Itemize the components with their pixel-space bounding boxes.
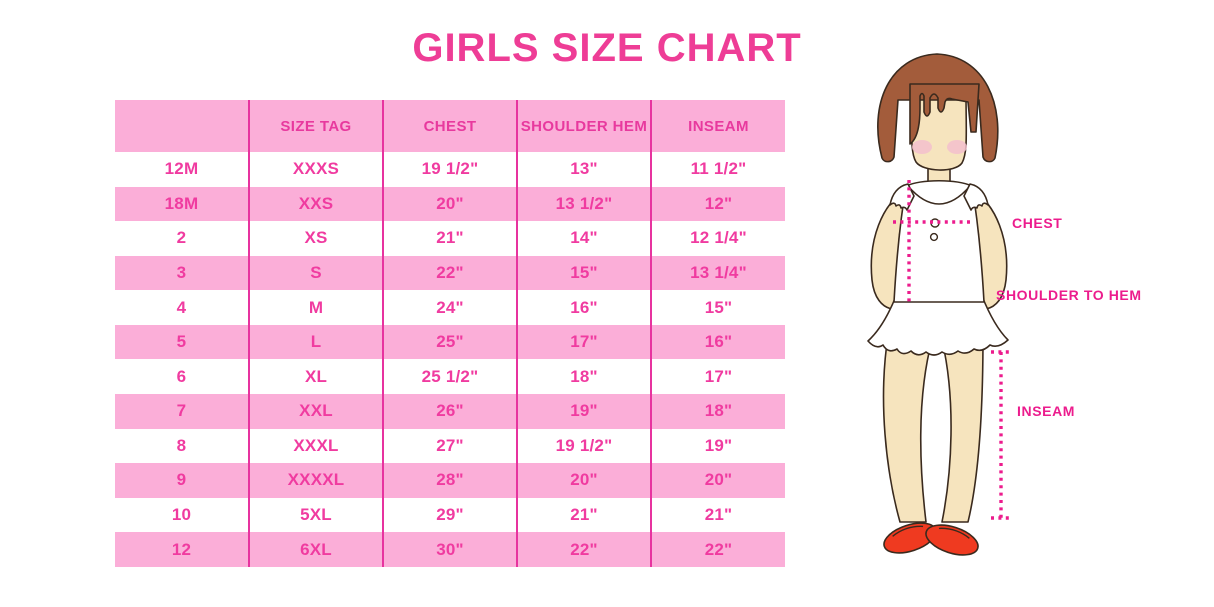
table-cell: 18" <box>516 359 651 395</box>
girl-right-shoe <box>925 524 979 556</box>
table-cell: XXXS <box>248 152 383 187</box>
column-header: CHEST <box>382 100 517 152</box>
table-row: 18M XXS 20" 13 1/2" 12" <box>115 186 785 222</box>
table-cell: 9 <box>115 463 249 498</box>
table-cell: 29" <box>382 497 517 533</box>
table-cell: 12" <box>650 186 785 222</box>
girl-shirt-neckline <box>907 185 971 205</box>
table-cell: 22" <box>650 532 785 567</box>
table-cell: 2 <box>176 228 187 248</box>
chest-label: CHEST <box>1012 215 1063 231</box>
table-cell: 8 <box>176 435 187 455</box>
table-row: 12M XXXS 19 1/2" 13" 11 1/2" <box>115 152 785 187</box>
table-cell: 17" <box>516 324 651 360</box>
table-cell: 13 1/2" <box>516 186 651 222</box>
table-row: 2 XS 21" 14" 12 1/4" <box>115 221 785 256</box>
girl-illustration <box>867 53 1012 556</box>
column-header: INSEAM <box>650 100 785 152</box>
table-cell: 26" <box>382 394 517 429</box>
table-cell: 12 <box>115 532 249 567</box>
table-cell: 27" <box>382 428 517 464</box>
table-cell: 18M <box>115 186 249 222</box>
girl-hair <box>877 53 999 163</box>
table-row: 3 S 22" 15" 13 1/4" <box>115 255 785 291</box>
table-cell: XXXL <box>248 428 383 464</box>
shoulder-to-hem-label: SHOULDER TO HEM <box>996 287 1142 303</box>
table-cell: 5 <box>115 324 249 360</box>
girl-left-leg <box>882 335 933 523</box>
table-cell: 19" <box>516 394 651 429</box>
girl-blush-left <box>912 140 932 154</box>
table-cell: 16" <box>650 324 785 360</box>
girl-figure: CHEST SHOULDER TO HEM INSEAM <box>850 40 1214 600</box>
table-cell: 7 <box>115 394 249 429</box>
table-cell: XL <box>248 359 383 395</box>
inseam-label: INSEAM <box>1017 403 1076 419</box>
table-cell: 13 1/4" <box>650 255 785 291</box>
header-row: SIZE TAG CHEST SHOULDER HEM INSEAM <box>115 100 785 152</box>
table-cell: 17" <box>650 359 785 395</box>
table-cell: 22" <box>382 255 517 291</box>
table-cell: 30" <box>382 532 517 567</box>
size-chart-table: SIZE TAG CHEST SHOULDER HEM INSEAM 12M XXXS 19… <box>115 100 785 567</box>
table-cell: 15" <box>650 290 785 325</box>
table-cell: 6 <box>176 366 187 386</box>
table-cell: L <box>248 324 383 360</box>
girl-skirt <box>867 295 1009 356</box>
table-cell: 3 <box>115 255 249 291</box>
table-row: 10 5XL 29" 21" 21" <box>115 497 785 533</box>
table-row: 4 M 24" 16" 15" <box>115 290 785 325</box>
table-row: 8 XXXL 27" 19 1/2" 19" <box>115 428 785 464</box>
table-cell: 15" <box>516 255 651 291</box>
table-cell: XXXXL <box>248 463 383 498</box>
table-cell: 25" <box>382 324 517 360</box>
table-cell: 18" <box>650 394 785 429</box>
table-cell: 21" <box>382 221 517 256</box>
table-cell: 16" <box>516 290 651 325</box>
table-row: 5 L 25" 17" 16" <box>115 324 785 360</box>
table-cell: 4 <box>176 297 187 317</box>
table-cell: 20" <box>516 463 651 498</box>
table-cell: S <box>248 255 383 291</box>
page-title: GIRLS SIZE CHART <box>412 26 802 70</box>
table-cell: XXS <box>248 186 383 222</box>
table-cell: 5XL <box>248 497 383 533</box>
table-cell: 12M <box>164 159 199 179</box>
table-cell: 20" <box>650 463 785 498</box>
table-row: 6 XL 25 1/2" 18" 17" <box>115 359 785 395</box>
column-header: SIZE TAG <box>248 100 383 152</box>
table-row: 7 XXL 26" 19" 18" <box>115 394 785 429</box>
girl-shirt <box>893 180 985 303</box>
table-cell: 24" <box>382 290 517 325</box>
table-cell: 19 1/2" <box>516 428 651 464</box>
column-header: SHOULDER HEM <box>516 100 651 152</box>
table-cell: 12 1/4" <box>650 221 785 256</box>
table-cell: 22" <box>516 532 651 567</box>
table-cell: 19 1/2" <box>382 152 517 187</box>
table-cell: XS <box>248 221 383 256</box>
table-row: 12 6XL 30" 22" 22" <box>115 532 785 567</box>
table-cell: 21" <box>650 497 785 533</box>
girl-right-leg <box>941 335 984 523</box>
table-cell: 13" <box>516 152 651 187</box>
table-cell: 21" <box>516 497 651 533</box>
table-cell: M <box>248 290 383 325</box>
table-cell: 6XL <box>248 532 383 567</box>
column-header <box>115 100 249 152</box>
girl-right-ruffle <box>963 183 989 211</box>
table-cell: 28" <box>382 463 517 498</box>
table-cell: 20" <box>382 186 517 222</box>
table-cell: XXL <box>248 394 383 429</box>
table-cell: 10 <box>171 505 192 525</box>
girl-shirt-button <box>929 232 939 242</box>
table-cell: 11 1/2" <box>650 152 785 187</box>
table-row: 9 XXXXL 28" 20" 20" <box>115 463 785 498</box>
table-cell: 25 1/2" <box>382 359 517 395</box>
table-cell: 19" <box>650 428 785 464</box>
girl-bangs <box>909 83 980 145</box>
girl-blush-right <box>947 140 967 154</box>
table-cell: 14" <box>516 221 651 256</box>
